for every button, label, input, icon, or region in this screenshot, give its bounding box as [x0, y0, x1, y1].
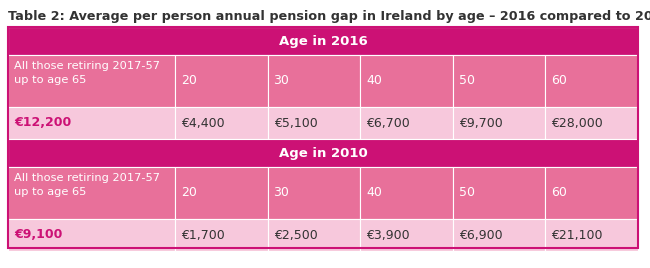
Bar: [268, 107, 360, 139]
Bar: [8, 167, 175, 219]
Text: All those retiring 2017-57
up to age 65: All those retiring 2017-57 up to age 65: [14, 173, 160, 197]
Text: €28,000: €28,000: [551, 117, 603, 129]
Bar: [8, 27, 638, 55]
Text: €6,700: €6,700: [366, 117, 410, 129]
Bar: [268, 219, 360, 251]
Bar: [8, 139, 638, 167]
Bar: [453, 55, 545, 107]
Text: All those retiring 2017-57
up to age 65: All those retiring 2017-57 up to age 65: [14, 61, 160, 85]
Bar: [453, 167, 545, 219]
Text: 30: 30: [274, 187, 289, 199]
Text: €3,900: €3,900: [366, 229, 410, 241]
Text: €2,500: €2,500: [274, 229, 317, 241]
Bar: [8, 219, 175, 251]
Text: 60: 60: [551, 187, 567, 199]
Text: Age in 2016: Age in 2016: [279, 35, 367, 47]
Text: 50: 50: [459, 187, 474, 199]
Bar: [360, 55, 453, 107]
Text: €6,900: €6,900: [459, 229, 502, 241]
Bar: [360, 107, 453, 139]
Bar: [360, 167, 453, 219]
Text: 40: 40: [366, 75, 382, 87]
Bar: [8, 27, 638, 248]
Text: €9,700: €9,700: [459, 117, 502, 129]
Text: 40: 40: [366, 187, 382, 199]
Bar: [268, 55, 360, 107]
Bar: [175, 107, 268, 139]
Text: Table 2: Average per person annual pension gap in Ireland by age – 2016 compared: Table 2: Average per person annual pensi…: [8, 10, 650, 23]
Bar: [545, 55, 638, 107]
Text: €12,200: €12,200: [14, 117, 72, 129]
Text: €4,400: €4,400: [181, 117, 225, 129]
Text: €5,100: €5,100: [274, 117, 317, 129]
Bar: [8, 55, 175, 107]
Bar: [175, 219, 268, 251]
Text: Age in 2010: Age in 2010: [279, 147, 367, 159]
Text: 20: 20: [181, 187, 197, 199]
Text: €9,100: €9,100: [14, 229, 62, 241]
Bar: [360, 219, 453, 251]
Bar: [545, 107, 638, 139]
Text: 50: 50: [459, 75, 474, 87]
Bar: [545, 219, 638, 251]
Bar: [268, 167, 360, 219]
Bar: [453, 219, 545, 251]
Text: €1,700: €1,700: [181, 229, 225, 241]
Text: €21,100: €21,100: [551, 229, 603, 241]
Bar: [8, 107, 175, 139]
Bar: [175, 55, 268, 107]
Text: 30: 30: [274, 75, 289, 87]
Text: 20: 20: [181, 75, 197, 87]
Text: 60: 60: [551, 75, 567, 87]
Bar: [545, 167, 638, 219]
Bar: [453, 107, 545, 139]
Bar: [175, 167, 268, 219]
